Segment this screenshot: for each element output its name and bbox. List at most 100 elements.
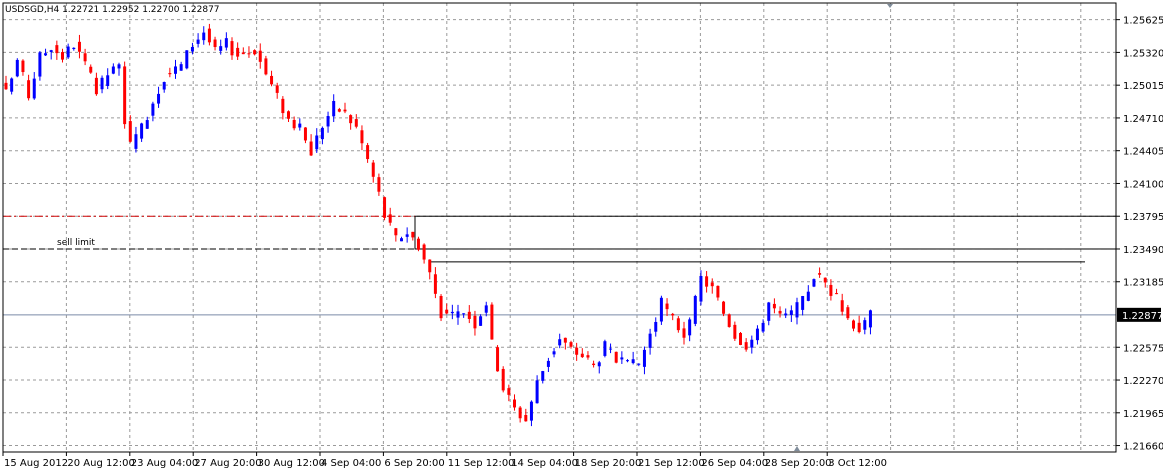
x-tick-label: 18 Sep 20:00 [575,458,642,469]
bull-candle [688,317,692,342]
candle-body [145,120,149,129]
sell-limit-label: sell limit [57,238,95,248]
bear-candle [501,366,505,393]
candle-body [332,100,336,117]
y-tick-label: 1.24100 [1123,179,1163,190]
bear-candle [309,134,313,157]
candle-body [100,77,104,90]
bull-candle [219,39,223,55]
candle-body [258,50,262,62]
candle-body [648,333,652,348]
candle-body [626,360,629,362]
bear-candle [580,348,584,358]
bear-candle [665,298,669,317]
candle-body [733,324,737,339]
candle-body [44,53,48,56]
candle-body [185,50,189,69]
candle-body [693,296,697,324]
candle-body [411,231,415,238]
candle-body [642,349,646,367]
candle-body [49,50,53,52]
bear-candle [823,277,827,288]
candle-body [529,401,533,421]
candle-body [772,303,776,309]
candle-body [383,197,387,218]
candle-body [603,341,607,356]
y-tick-label: 1.21660 [1123,442,1163,453]
x-tick-label: 20 Aug 12:00 [67,458,134,469]
x-tick-label: 23 Aug 04:00 [131,458,198,469]
candle-body [484,305,488,313]
candle-body [467,311,471,319]
candle-body [784,313,788,316]
bull-candle [546,357,550,373]
bull-candle [174,59,177,79]
bull-candle [190,42,194,55]
y-tick-label: 1.25320 [1123,48,1163,59]
y-tick-label: 1.25625 [1123,16,1163,27]
bull-candle [795,297,799,325]
bear-candle [473,310,477,336]
bull-candle [72,47,76,51]
candle-body [111,66,115,74]
candle-body [682,328,686,338]
candle-body [21,60,25,73]
candle-body [253,50,257,55]
bear-candle [275,82,279,99]
candle-body [705,276,709,287]
candle-body [55,45,59,54]
x-tick-label: 6 Sep 20:00 [384,458,444,469]
candle-body [83,53,87,62]
candle-body [66,46,70,58]
bull-candle [801,295,805,316]
bull-candle [400,236,403,242]
bear-candle [614,351,618,364]
y-tick-label: 1.21965 [1123,409,1163,420]
bull-candle [185,50,189,70]
candle-body [546,360,550,367]
bull-candle [315,128,319,153]
candle-body [207,28,211,43]
bear-candle [230,37,234,60]
x-tick-label: 15 Aug 2012 [4,458,68,469]
candle-body [349,115,353,124]
bull-candle [654,317,658,337]
candle-body [236,47,240,57]
candle-body [552,351,556,355]
shift-marker-bottom [794,446,800,451]
bear-candle [524,408,528,422]
bear-candle [727,313,731,328]
bear-candle [207,23,211,46]
candle-body [15,59,19,77]
candle-body [868,310,872,328]
bear-candle [292,116,296,131]
candle-body [151,103,155,116]
bull-candle [320,126,324,145]
bear-candle [411,231,415,241]
candle-body [575,347,579,355]
x-tick-label: 4 Sep 04:00 [321,458,381,469]
y-tick-label: 1.24710 [1123,114,1163,125]
bull-candle [806,285,810,302]
bear-candle [337,107,341,113]
candle-body [846,307,850,319]
chart-title: USDSGD,H4 1.22721 1.22952 1.22700 1.2287… [5,5,220,15]
bull-candle [597,360,601,374]
candle-body [462,313,466,315]
candle-body [835,293,839,295]
candle-body [535,380,539,404]
candle-body [727,314,731,327]
bear-candle [377,173,381,196]
bear-candle [247,46,251,58]
current-price-badge [1117,307,1161,322]
bull-candle [693,294,697,327]
bull-candle [750,335,754,354]
bear-candle [586,351,590,360]
bull-candle [789,305,793,322]
bear-candle [55,40,59,60]
candle-body [490,304,494,340]
candle-body [699,276,703,302]
candle-body [309,141,313,156]
